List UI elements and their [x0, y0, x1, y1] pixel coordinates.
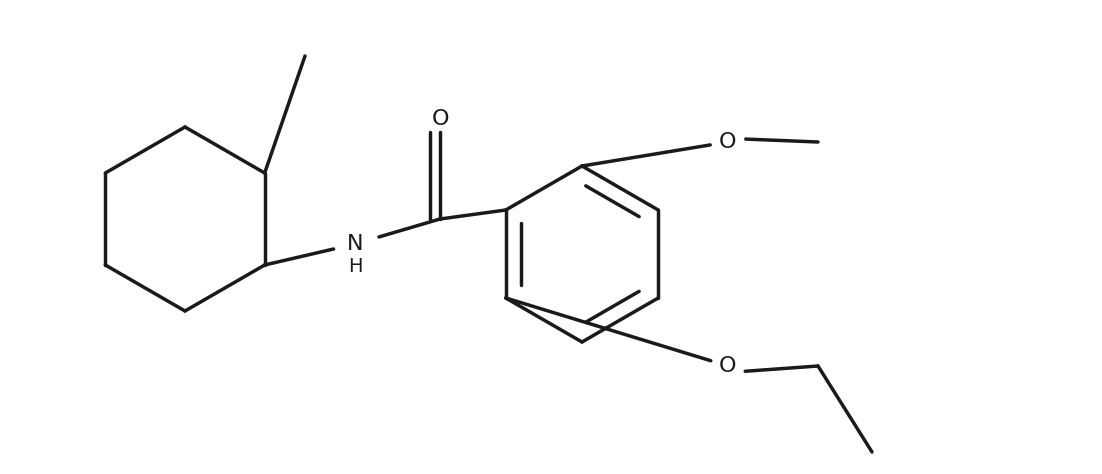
- Text: O: O: [720, 132, 737, 152]
- Text: H: H: [348, 256, 363, 275]
- Text: N: N: [347, 234, 364, 254]
- Text: O: O: [720, 356, 737, 376]
- Text: O: O: [431, 109, 449, 129]
